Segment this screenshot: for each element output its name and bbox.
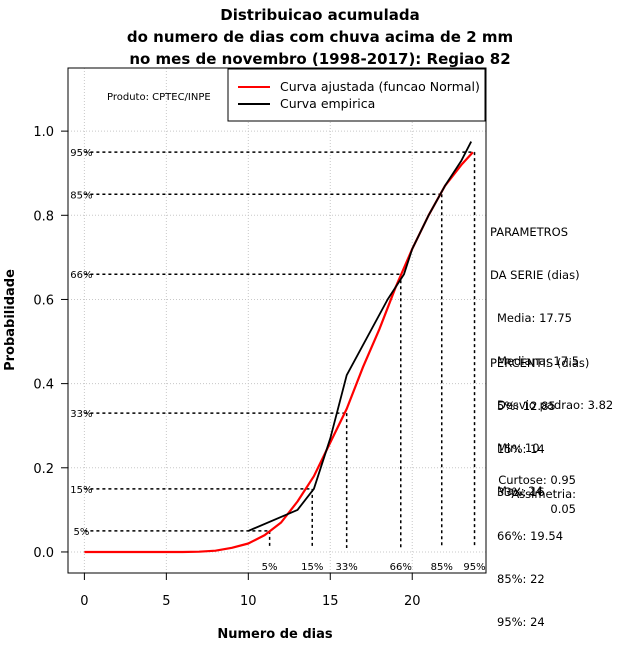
y-tick-label: 0.0 <box>33 546 54 561</box>
title-line-2: do numero de dias com chuva acima de 2 m… <box>126 28 514 46</box>
stat-media: Media: 17.75 <box>497 311 572 326</box>
legend: Curva ajustada (funcao Normal) Curva emp… <box>227 68 486 122</box>
credit-text: Produto: CPTEC/INPE <box>107 92 211 103</box>
legend-label-empirical: Curva empirica <box>280 96 375 111</box>
percentile-y-label: 85% <box>70 190 92 201</box>
percentile-x-label: 85% <box>431 562 453 573</box>
title-line-1: Distribuicao acumulada <box>220 6 420 24</box>
grid-lines <box>68 68 486 573</box>
x-tick-label: 5 <box>162 594 170 609</box>
percentile-guide-lines: 5% 5% 15% 15% 33% 33% 66% 66% 85% 85% 95% 95% <box>70 148 485 573</box>
stat-curtose: Curtose: 0.95 <box>498 473 576 487</box>
axes-group: 0 5 10 15 20 0.0 0.2 0.4 0.6 0.8 1.0 <box>33 125 420 609</box>
params-title-1: PARAMETROS <box>490 224 569 239</box>
percentile-y-label: 5% <box>73 527 89 538</box>
pct-33: 33%: 16 <box>497 485 545 500</box>
moments-panel: Curtose: 0.95 Assimetria: 0.05 <box>492 473 576 516</box>
percentile-x-label: 5% <box>262 562 278 573</box>
fitted-normal-curve <box>84 151 474 554</box>
percentis-title: PERCENTIS (dias) <box>490 355 590 370</box>
y-tick-label: 0.2 <box>33 462 54 477</box>
percentile-y-label: 15% <box>70 485 92 496</box>
chart-title: Distribuicao acumulada do numero de dias… <box>0 4 640 70</box>
pct-85: 85%: 22 <box>497 571 545 586</box>
pct-95: 95%: 24 <box>497 615 545 630</box>
title-line-3: no mes de novembro (1998-2017): Regiao 8… <box>129 50 511 68</box>
x-tick-label: 15 <box>322 594 339 609</box>
series-group <box>84 141 474 554</box>
pct-5: 5%: 12.85 <box>497 399 556 414</box>
y-tick-label: 0.4 <box>33 378 54 393</box>
percentile-x-label: 15% <box>301 562 323 573</box>
plot-frame <box>67 67 487 574</box>
legend-box <box>227 68 486 122</box>
y-tick-label: 1.0 <box>33 125 54 140</box>
percentile-y-label: 95% <box>70 148 92 159</box>
x-axis-label: Numero de dias <box>217 627 333 642</box>
x-tick-label: 0 <box>80 594 88 609</box>
stat-assimetria: Assimetria: 0.05 <box>511 487 576 516</box>
legend-label-fit: Curva ajustada (funcao Normal) <box>280 79 480 94</box>
pct-15: 15%: 14 <box>497 442 545 457</box>
percentile-y-label: 33% <box>70 409 92 420</box>
params-title-2: DA SERIE (dias) <box>490 268 580 283</box>
y-axis-label: Probabilidade <box>3 269 18 371</box>
series-parameters: PARAMETROS DA SERIE (dias) Media: 17.75 … <box>490 196 613 513</box>
x-tick-label: 20 <box>404 594 421 609</box>
stat-min: Min: 10 <box>497 440 540 455</box>
y-tick-label: 0.8 <box>33 209 54 224</box>
percentiles-panel: PERCENTIS (dias) 5%: 12.85 15%: 14 33%: … <box>490 327 589 644</box>
stat-mediana: Mediana: 17.5 <box>497 354 580 369</box>
stat-desvio: Desvio padrao: 3.82 <box>497 397 614 412</box>
percentile-x-label: 95% <box>463 562 485 573</box>
y-tick-label: 0.6 <box>33 293 54 308</box>
percentile-y-label: 66% <box>70 270 92 281</box>
pct-66: 66%: 19.54 <box>497 528 564 543</box>
empirical-curve <box>247 141 472 532</box>
stat-max: Max: 24 <box>497 484 543 499</box>
percentile-x-label: 33% <box>336 562 358 573</box>
x-tick-label: 10 <box>240 594 257 609</box>
percentile-x-label: 66% <box>390 562 412 573</box>
